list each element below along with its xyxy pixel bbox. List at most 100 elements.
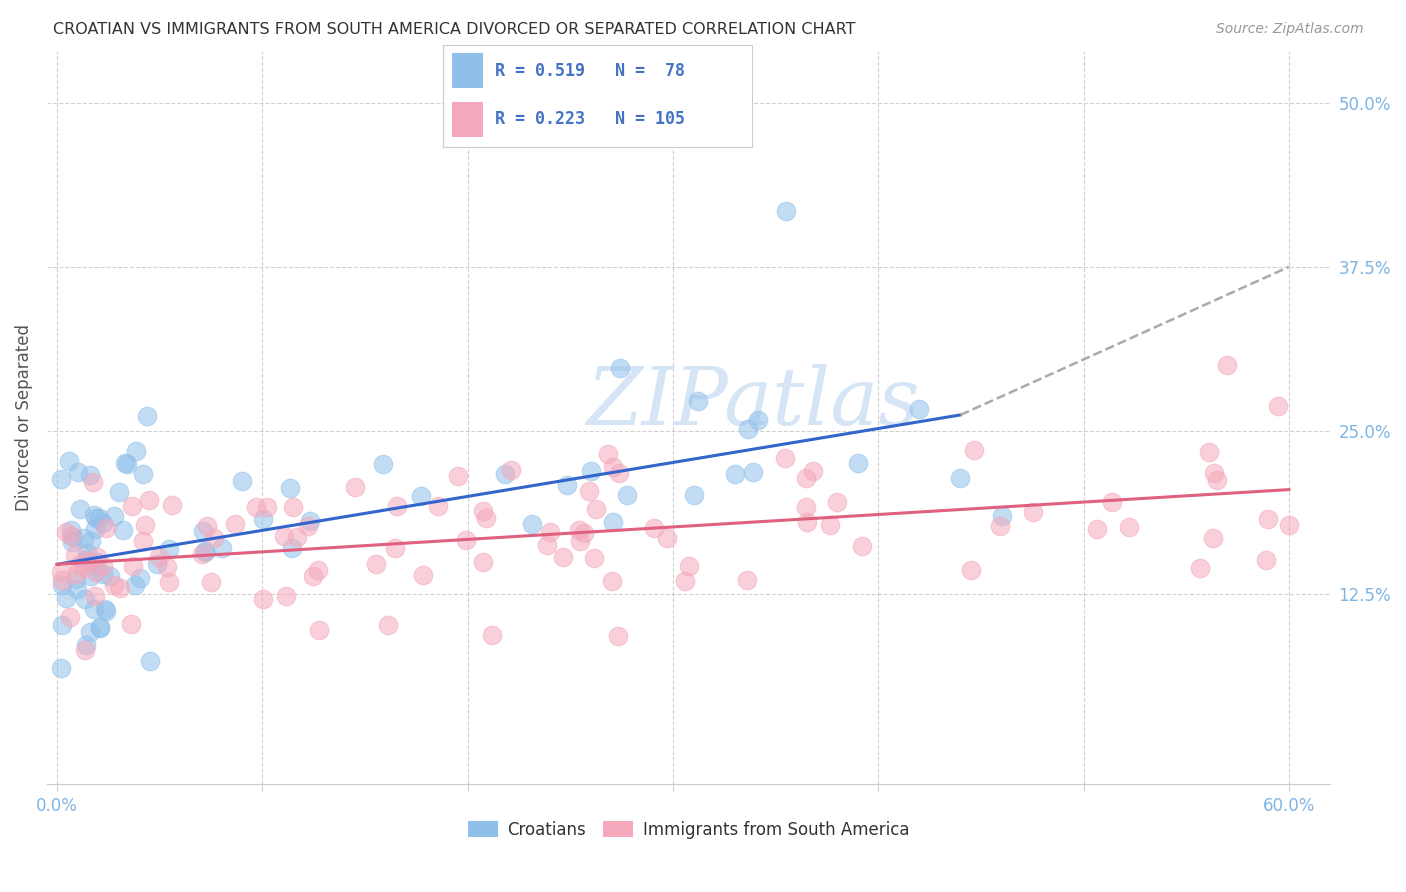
Text: R = 0.519   N =  78: R = 0.519 N = 78 (495, 62, 686, 80)
Point (657, 531, 679, 545)
Point (190, 548, 212, 562)
Point (112, 523, 135, 537)
Point (494, 467, 516, 481)
Point (195, 519, 218, 533)
Point (773, 451, 796, 466)
Point (73, 642, 96, 657)
Point (252, 512, 274, 526)
Point (67, 558, 90, 573)
Point (129, 570, 152, 584)
Point (73, 531, 96, 545)
Point (132, 533, 155, 548)
Point (194, 545, 217, 559)
Text: R = 0.223   N = 105: R = 0.223 N = 105 (495, 111, 686, 128)
Point (65, 572, 87, 586)
Point (79, 467, 101, 482)
Point (115, 458, 138, 472)
Point (73, 561, 96, 575)
Point (76, 546, 98, 560)
Legend: Croatians, Immigrants from South America: Croatians, Immigrants from South America (461, 814, 917, 846)
Point (501, 463, 523, 477)
Point (298, 514, 321, 528)
Point (678, 558, 700, 573)
Point (583, 550, 606, 565)
Point (963, 442, 986, 457)
Point (801, 464, 824, 478)
Point (551, 549, 574, 564)
Point (75, 638, 97, 652)
Point (578, 483, 600, 498)
Point (51, 578, 73, 592)
Point (69, 502, 91, 516)
Point (55, 525, 77, 540)
Point (75, 553, 97, 567)
Point (55, 591, 77, 605)
Point (60, 529, 83, 543)
Point (475, 511, 498, 525)
Point (156, 559, 179, 574)
Point (1085, 522, 1108, 536)
Point (846, 456, 869, 470)
Point (125, 444, 148, 458)
Point (94, 604, 117, 618)
Y-axis label: Divorced or Separated: Divorced or Separated (15, 324, 32, 511)
Point (86, 550, 108, 565)
Point (1257, 512, 1279, 526)
Point (1198, 444, 1220, 458)
Point (276, 589, 298, 603)
Text: CROATIAN VS IMMIGRANTS FROM SOUTH AMERICA DIVORCED OR SEPARATED CORRELATION CHAR: CROATIAN VS IMMIGRANTS FROM SOUTH AMERIC… (53, 22, 856, 37)
Point (1202, 466, 1225, 480)
Point (89, 621, 111, 635)
Point (121, 499, 143, 513)
Point (51, 618, 73, 632)
Point (281, 500, 304, 514)
Point (427, 500, 450, 514)
Point (59, 610, 82, 624)
Point (108, 484, 131, 499)
Point (98, 569, 121, 583)
Point (82, 475, 104, 490)
Point (51, 573, 73, 587)
Point (536, 538, 558, 552)
Point (600, 574, 623, 589)
Point (775, 203, 797, 218)
Point (609, 466, 631, 480)
Point (412, 568, 434, 582)
Point (60, 523, 83, 537)
Point (1278, 517, 1301, 532)
Point (481, 628, 503, 642)
Point (91, 559, 114, 574)
Point (606, 629, 628, 643)
Point (191, 524, 214, 538)
Point (377, 618, 399, 632)
Point (77, 553, 100, 567)
Point (84, 511, 107, 525)
Point (949, 471, 972, 485)
Point (794, 500, 817, 514)
Bar (453, 102, 484, 137)
Point (555, 477, 578, 491)
Point (851, 539, 873, 553)
Point (160, 498, 183, 512)
Point (735, 573, 758, 587)
Point (373, 458, 395, 472)
Point (146, 558, 169, 572)
Point (83, 508, 105, 522)
Point (224, 517, 246, 532)
Point (80, 568, 103, 582)
Point (114, 456, 136, 470)
Point (569, 534, 592, 549)
Point (91, 567, 114, 582)
Point (245, 500, 267, 515)
Point (724, 467, 747, 481)
Point (148, 550, 170, 565)
Point (574, 525, 596, 540)
Point (602, 515, 624, 529)
Point (278, 481, 301, 495)
Point (281, 541, 304, 555)
Point (63, 548, 86, 562)
Bar (453, 53, 484, 87)
Point (747, 412, 769, 426)
Point (62, 530, 84, 544)
Point (297, 519, 319, 533)
